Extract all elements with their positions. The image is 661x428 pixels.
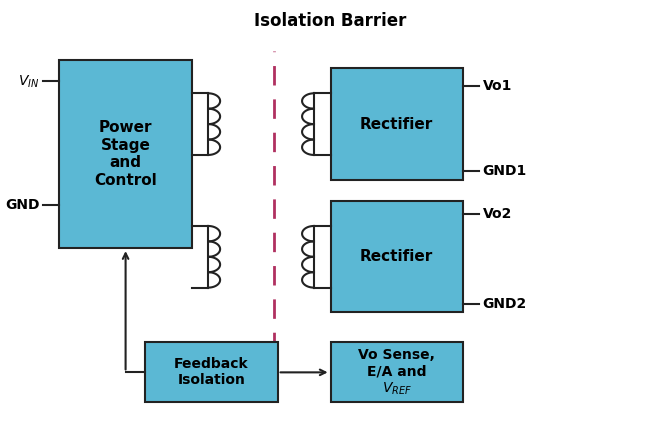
Text: Vo2: Vo2 — [483, 207, 512, 221]
Text: $V_{IN}$: $V_{IN}$ — [19, 73, 40, 89]
Text: Vo Sense,
E/A and
$V_{REF}$: Vo Sense, E/A and $V_{REF}$ — [358, 348, 435, 397]
Text: GND2: GND2 — [483, 297, 527, 311]
Text: Isolation Barrier: Isolation Barrier — [254, 12, 407, 30]
FancyBboxPatch shape — [59, 60, 192, 248]
FancyBboxPatch shape — [330, 68, 463, 180]
Text: Rectifier: Rectifier — [360, 249, 433, 265]
FancyBboxPatch shape — [330, 342, 463, 402]
Text: Feedback
Isolation: Feedback Isolation — [175, 357, 249, 387]
Text: Rectifier: Rectifier — [360, 116, 433, 132]
Text: Power
Stage
and
Control: Power Stage and Control — [95, 120, 157, 188]
Text: GND: GND — [5, 199, 40, 212]
Text: GND1: GND1 — [483, 164, 527, 178]
FancyBboxPatch shape — [330, 201, 463, 312]
FancyBboxPatch shape — [145, 342, 278, 402]
Text: Vo1: Vo1 — [483, 79, 512, 92]
